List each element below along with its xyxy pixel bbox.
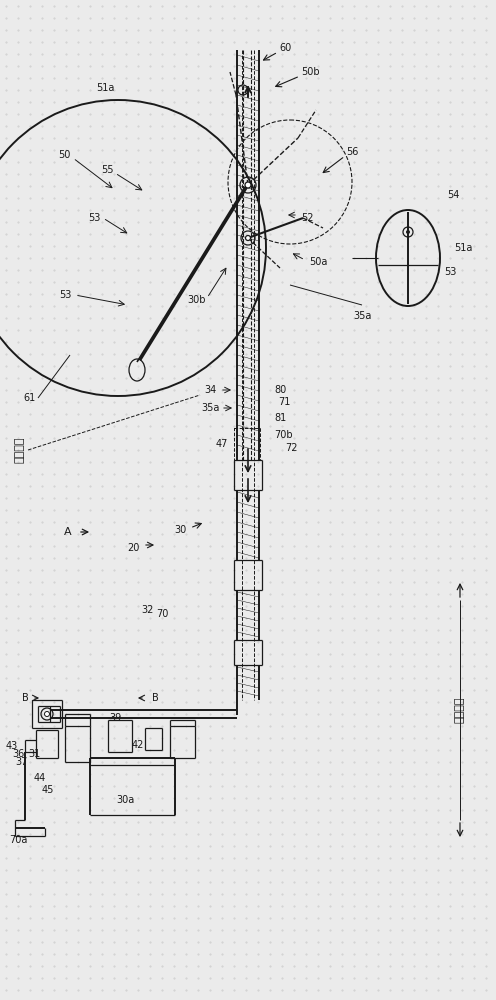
Text: 35a: 35a: [354, 311, 372, 321]
Circle shape: [406, 230, 410, 234]
Text: 70b: 70b: [274, 430, 293, 440]
Text: 45: 45: [42, 785, 54, 795]
Text: B: B: [152, 693, 158, 703]
Text: 50a: 50a: [309, 257, 327, 267]
Circle shape: [246, 235, 250, 240]
Text: 30: 30: [174, 525, 186, 535]
Text: 32: 32: [141, 605, 153, 615]
Text: 37: 37: [16, 757, 28, 767]
Text: 60: 60: [279, 43, 291, 53]
Text: 53: 53: [88, 213, 100, 223]
Text: 20: 20: [127, 543, 139, 553]
Text: 81: 81: [274, 413, 286, 423]
Text: 52: 52: [301, 213, 313, 223]
Text: 53: 53: [444, 267, 456, 277]
Text: 55: 55: [101, 165, 113, 175]
Text: 50: 50: [58, 150, 70, 160]
Text: 34: 34: [204, 385, 216, 395]
Text: 44: 44: [34, 773, 46, 783]
Text: 80: 80: [274, 385, 286, 395]
Text: 47: 47: [216, 439, 228, 449]
Text: B: B: [22, 693, 28, 703]
Circle shape: [45, 712, 50, 716]
Text: 31: 31: [28, 749, 40, 759]
Text: 70: 70: [156, 609, 168, 619]
Text: 51a: 51a: [454, 243, 472, 253]
Text: 53: 53: [59, 290, 71, 300]
Text: 30b: 30b: [188, 295, 206, 305]
Text: 30a: 30a: [116, 795, 134, 805]
Text: 56: 56: [346, 147, 358, 157]
Text: 51a: 51a: [96, 83, 114, 93]
Text: 42: 42: [132, 740, 144, 750]
Text: 36: 36: [12, 749, 24, 759]
Text: 39: 39: [109, 713, 121, 723]
Text: 54: 54: [447, 190, 459, 200]
Circle shape: [245, 182, 251, 188]
Text: A: A: [64, 527, 72, 537]
Text: 72: 72: [285, 443, 298, 453]
Text: 61: 61: [24, 393, 36, 403]
Text: 环状间隙: 环状间隙: [15, 437, 25, 463]
Text: 杆部轴向: 杆部轴向: [455, 697, 465, 723]
Text: 71: 71: [278, 397, 290, 407]
Text: 43: 43: [6, 741, 18, 751]
Text: 50b: 50b: [301, 67, 319, 77]
Text: 70a: 70a: [9, 835, 27, 845]
Text: 35a: 35a: [201, 403, 219, 413]
